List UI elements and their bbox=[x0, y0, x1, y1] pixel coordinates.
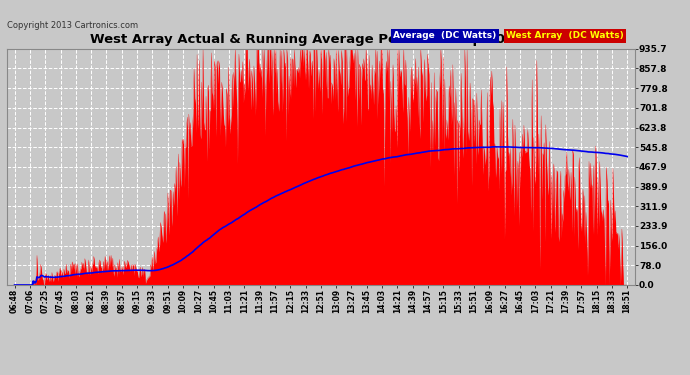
Text: Average  (DC Watts): Average (DC Watts) bbox=[393, 31, 496, 40]
Text: Copyright 2013 Cartronics.com: Copyright 2013 Cartronics.com bbox=[7, 21, 138, 30]
Text: West Array  (DC Watts): West Array (DC Watts) bbox=[506, 31, 624, 40]
Title: West Array Actual & Running Average Power Fri Sep 20 19:05: West Array Actual & Running Average Powe… bbox=[90, 33, 552, 46]
